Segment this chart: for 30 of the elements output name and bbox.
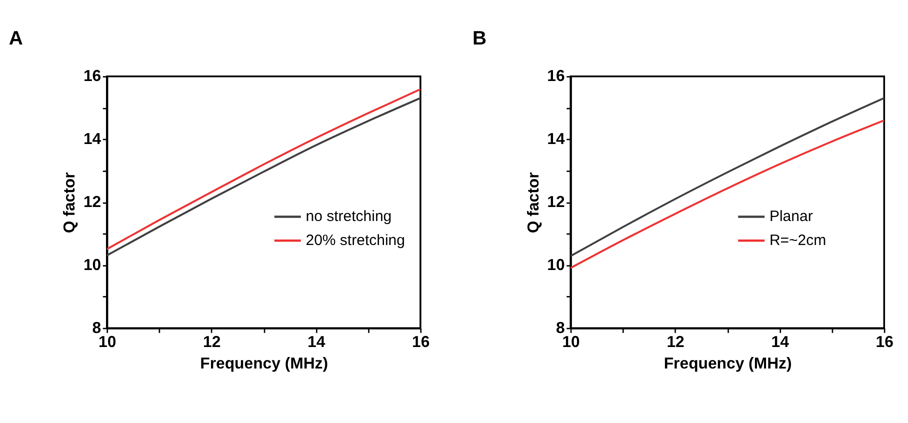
y-axis-title: Q factor bbox=[62, 172, 79, 234]
x-tick-label: 14 bbox=[771, 334, 790, 352]
y-tick-label: 14 bbox=[547, 131, 566, 148]
line-series bbox=[570, 97, 884, 257]
chart-title: A bbox=[8, 28, 23, 50]
legend-label: R=~2cm bbox=[769, 232, 826, 250]
x-axis-title: Frequency (MHz) bbox=[200, 355, 328, 372]
y-tick-label: 12 bbox=[83, 194, 102, 212]
y-tick-label: 8 bbox=[556, 320, 566, 337]
x-tick-label: 16 bbox=[412, 334, 430, 352]
x-axis-title: Frequency (MHz) bbox=[664, 355, 792, 372]
chart-title: B bbox=[472, 28, 487, 50]
x-tick-label: 12 bbox=[203, 334, 221, 352]
x-tick-label: 14 bbox=[308, 334, 326, 352]
y-tick-label: 10 bbox=[83, 257, 102, 274]
x-tick-label: 16 bbox=[876, 334, 894, 352]
x-tick-label: 10 bbox=[562, 334, 580, 352]
line-series bbox=[570, 119, 884, 269]
y-tick-label: 16 bbox=[83, 68, 102, 86]
legend-label: no stretching bbox=[306, 208, 392, 226]
y-tick-label: 16 bbox=[547, 68, 566, 86]
x-tick-label: 10 bbox=[98, 334, 116, 352]
y-tick-label: 10 bbox=[547, 257, 566, 274]
y-tick-label: 14 bbox=[83, 131, 102, 148]
legend-label: Planar bbox=[769, 208, 813, 226]
y-tick-label: 12 bbox=[547, 194, 566, 212]
x-tick-label: 12 bbox=[666, 334, 685, 352]
legend-label: 20% stretching bbox=[306, 232, 405, 250]
y-tick-label: 8 bbox=[92, 320, 102, 337]
y-axis-title: Q factor bbox=[525, 172, 542, 234]
